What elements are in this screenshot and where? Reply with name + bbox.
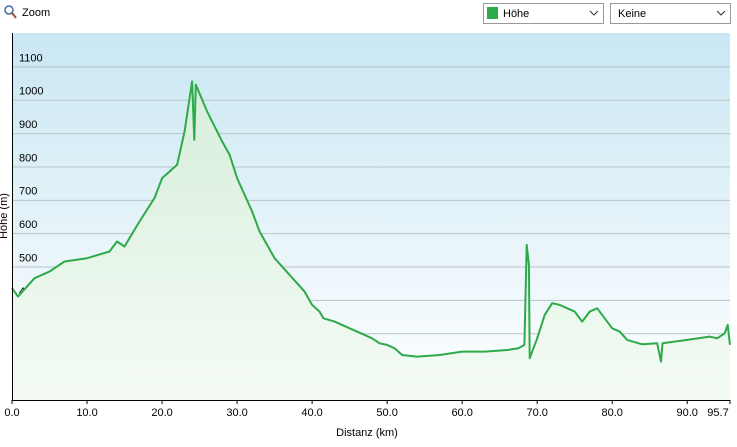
x-axis-label: Distanz (km): [336, 427, 398, 439]
x-tick-label: 95.7: [707, 407, 728, 419]
x-tick-label: 60.0: [451, 407, 472, 419]
plot: 200300400500600700800900100011000.010.02…: [4, 33, 731, 419]
y-tick-label: 1000: [19, 86, 43, 98]
zoom-icon: [4, 5, 14, 15]
area-fill: [12, 81, 730, 401]
dropdown-arrow: [716, 10, 726, 16]
series-swatch: [487, 7, 498, 19]
select-box: [610, 3, 731, 24]
y-tick-label: 600: [19, 219, 37, 231]
x-tick-label: 0.0: [4, 407, 19, 419]
x-tick-label: 70.0: [526, 407, 547, 419]
x-tick-label: 30.0: [226, 407, 247, 419]
y-tick-label: 500: [19, 252, 37, 264]
dropdown-arrow: [589, 10, 599, 16]
zoom-label: Zoom: [22, 7, 50, 19]
y-tick-label: 900: [19, 119, 37, 131]
x-tick-label: 20.0: [151, 407, 172, 419]
y-tick-label: 700: [19, 186, 37, 198]
second-select[interactable]: Keine: [610, 3, 731, 24]
x-tick-label: 10.0: [76, 407, 97, 419]
x-tick-label: 50.0: [376, 407, 397, 419]
x-tick-label: 90.0: [677, 407, 698, 419]
y-tick-label: 800: [19, 152, 37, 164]
x-tick-label: 40.0: [301, 407, 322, 419]
zoom-button[interactable]: Zoom: [4, 5, 50, 19]
y-tick-label: 1100: [19, 52, 43, 64]
x-tick-label: 80.0: [601, 407, 622, 419]
zoom-icon-handle: [11, 12, 17, 19]
select-text: Keine: [618, 8, 646, 20]
y-axis-label: Höhe (m): [0, 193, 10, 239]
elevation-line: [11, 80, 731, 363]
select-box: [483, 3, 604, 24]
series-select[interactable]: Höhe: [483, 3, 604, 24]
select-text: Höhe: [503, 8, 529, 20]
